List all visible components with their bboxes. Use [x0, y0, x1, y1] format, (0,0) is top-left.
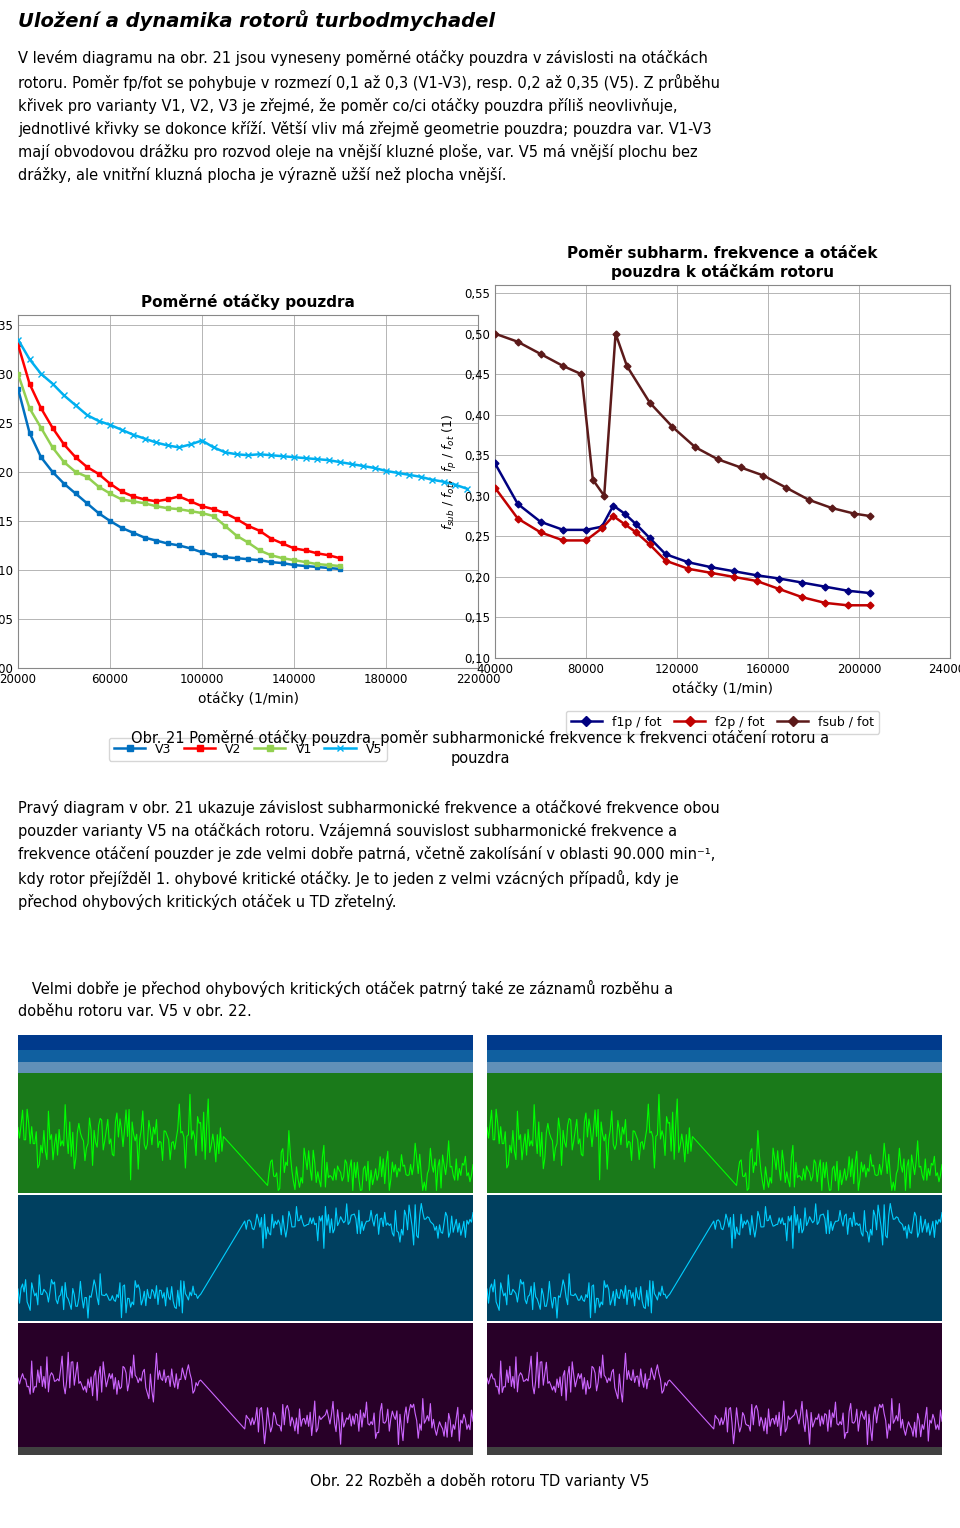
- Bar: [487, 1320, 942, 1323]
- Text: Velmi dobře je přechod ohybových kritických otáček patrný také ze záznamů rozběh: Velmi dobře je přechod ohybových kritick…: [18, 979, 673, 1019]
- Bar: [18, 1447, 473, 1455]
- Text: Uložení a dynamika rotorů turbodmychadel: Uložení a dynamika rotorů turbodmychadel: [18, 11, 495, 31]
- Bar: [18, 1062, 473, 1073]
- X-axis label: otáčky (1/min): otáčky (1/min): [198, 691, 299, 706]
- Bar: [487, 1195, 942, 1320]
- X-axis label: otáčky (1/min): otáčky (1/min): [672, 681, 773, 695]
- Bar: [487, 1323, 942, 1447]
- Title: Poměrné otáčky pouzdra: Poměrné otáčky pouzdra: [141, 293, 355, 310]
- Bar: [18, 1050, 473, 1062]
- Title: Poměr subharm. frekvence a otáček
pouzdra k otáčkám rotoru: Poměr subharm. frekvence a otáček pouzdr…: [567, 246, 877, 280]
- Bar: [18, 1195, 473, 1320]
- Bar: [487, 1192, 942, 1195]
- Legend: f1p / fot, f2p / fot, fsub / fot: f1p / fot, f2p / fot, fsub / fot: [565, 711, 879, 733]
- Bar: [18, 1320, 473, 1323]
- Text: Obr. 21 Poměrné otáčky pouzdra, poměr subharmonické frekvence k frekvenci otáčen: Obr. 21 Poměrné otáčky pouzdra, poměr su…: [131, 730, 829, 766]
- Y-axis label: $f_{sub}$ / $f_{ot}$,  $f_p$ / $f_{ot}$ (1): $f_{sub}$ / $f_{ot}$, $f_p$ / $f_{ot}$ (…: [441, 413, 459, 530]
- Text: V levém diagramu na obr. 21 jsou vyneseny poměrné otáčky pouzdra v závislosti na: V levém diagramu na obr. 21 jsou vynesen…: [18, 50, 720, 183]
- Bar: [487, 1073, 942, 1192]
- Text: Obr. 22 Rozběh a doběh rotoru TD varianty V5: Obr. 22 Rozběh a doběh rotoru TD variant…: [310, 1473, 650, 1488]
- Bar: [18, 1034, 473, 1050]
- Text: Pravý diagram v obr. 21 ukazuje závislost subharmonické frekvence a otáčkové fre: Pravý diagram v obr. 21 ukazuje závislos…: [18, 801, 720, 911]
- Bar: [18, 1192, 473, 1195]
- Bar: [18, 1323, 473, 1447]
- Bar: [18, 1073, 473, 1192]
- Legend: V3, V2, V1, V5: V3, V2, V1, V5: [108, 738, 387, 761]
- Bar: [487, 1062, 942, 1073]
- Bar: [487, 1034, 942, 1050]
- Bar: [487, 1447, 942, 1455]
- Bar: [487, 1050, 942, 1062]
